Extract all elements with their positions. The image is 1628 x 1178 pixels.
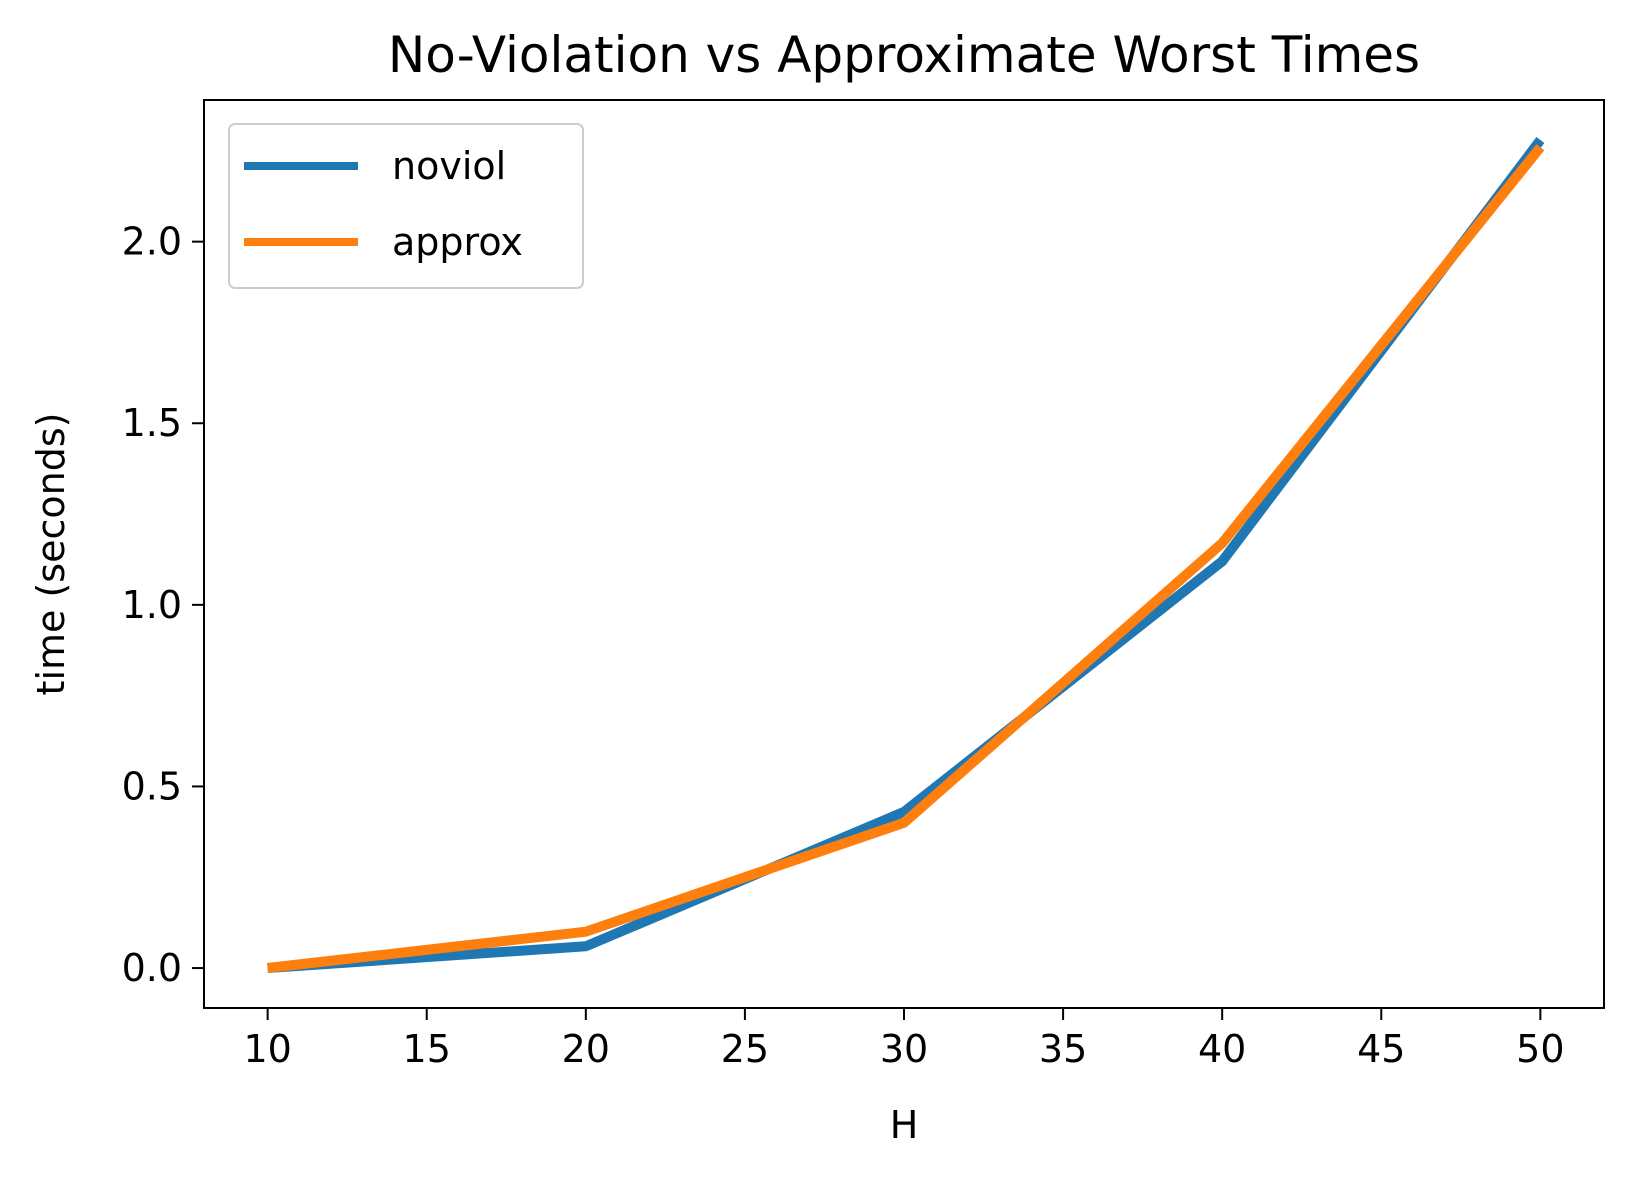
x-tick-label: 25	[721, 1027, 769, 1071]
y-tick-label: 0.5	[122, 764, 182, 808]
x-tick-label: 45	[1357, 1027, 1405, 1071]
series-line-noviol	[267, 136, 1545, 973]
x-tick-label: 20	[562, 1027, 610, 1071]
x-tick-label: 30	[880, 1027, 928, 1071]
x-tick-label: 40	[1198, 1027, 1246, 1071]
legend-label-noviol: noviol	[392, 144, 506, 188]
y-tick-label: 1.5	[122, 401, 182, 445]
x-tick-label: 10	[243, 1027, 291, 1071]
legend: noviol approx	[228, 123, 584, 289]
y-tick-label: 1.0	[122, 583, 182, 627]
x-axis-label: H	[890, 1103, 919, 1147]
chart-title: No-Violation vs Approximate Worst Times	[388, 26, 1420, 84]
legend-label-approx: approx	[392, 220, 523, 264]
y-tick-label: 2.0	[122, 220, 182, 264]
y-tick-label: 0.0	[122, 946, 182, 990]
x-tick-label: 50	[1516, 1027, 1564, 1071]
axis-ticks: 10 15 20 25 30 35 40 45 50 0.0 0.5 1.0 1.5 2.0	[122, 220, 1565, 1071]
plot-frame	[203, 99, 1605, 1009]
y-axis-label: time (seconds)	[29, 413, 73, 696]
series-line-approx	[267, 144, 1545, 973]
plot-lines	[267, 136, 1545, 973]
x-tick-label: 15	[403, 1027, 451, 1071]
x-tick-label: 35	[1039, 1027, 1087, 1071]
